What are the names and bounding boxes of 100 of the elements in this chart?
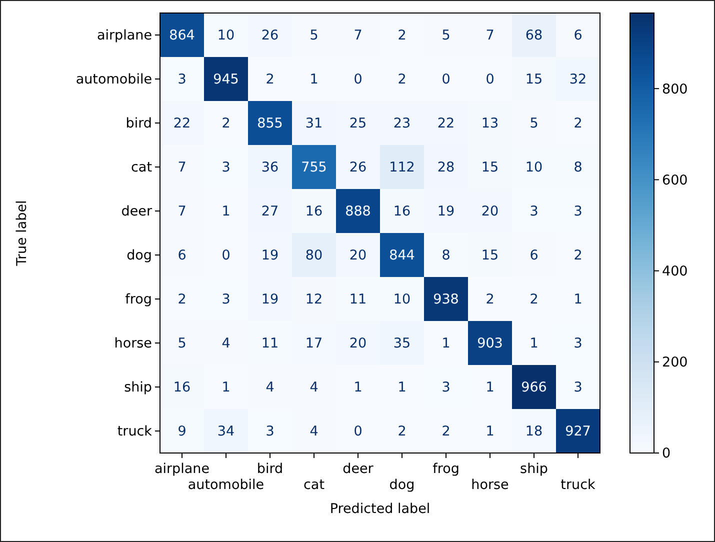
y-tick-label: horse	[114, 336, 152, 352]
data-label: 22	[437, 116, 455, 132]
data-label: 3	[222, 292, 230, 308]
data-label: 755	[301, 160, 327, 176]
data-label: 22	[173, 116, 191, 132]
y-tick-label: deer	[121, 204, 152, 220]
color-bar-label: 0	[662, 446, 671, 462]
data-label: 2	[574, 248, 582, 264]
data-label: 888	[345, 204, 371, 220]
data-label: 10	[525, 160, 543, 176]
x-tick-label: frog	[432, 461, 460, 477]
data-label: 0	[442, 72, 450, 88]
data-label: 32	[569, 72, 587, 88]
data-label: 2	[574, 116, 582, 132]
data-label: 15	[525, 72, 543, 88]
data-label: 5	[310, 28, 318, 44]
data-label: 3	[266, 424, 274, 440]
x-tick-label: airplane	[154, 461, 210, 477]
data-label: 80	[305, 248, 323, 264]
data-label: 4	[266, 380, 274, 396]
x-tick-label: automobile	[188, 477, 264, 493]
data-label: 11	[349, 292, 367, 308]
data-label: 16	[305, 204, 323, 220]
y-tick-label: ship	[124, 380, 152, 396]
color-bar-label: 200	[662, 354, 688, 371]
data-label: 7	[178, 160, 186, 176]
data-label: 1	[222, 204, 230, 220]
data-label: 19	[261, 248, 279, 264]
data-label: 0	[354, 424, 362, 440]
color-bar-label: 800	[662, 81, 688, 98]
data-label: 1	[530, 336, 538, 352]
data-label: 20	[481, 204, 499, 220]
y-tick-label: cat	[131, 160, 152, 176]
data-label: 1	[442, 336, 450, 352]
data-label: 26	[349, 160, 367, 176]
data-label: 6	[574, 28, 582, 44]
data-label: 938	[433, 292, 459, 308]
data-label: 19	[261, 292, 279, 308]
x-axis-title: Predicted label	[330, 501, 430, 517]
data-label: 26	[261, 28, 279, 44]
data-label: 31	[305, 116, 323, 132]
data-label: 2	[530, 292, 538, 308]
y-tick-label: truck	[117, 424, 152, 440]
data-label: 27	[261, 204, 279, 220]
data-label: 3	[442, 380, 450, 396]
data-label: 2	[442, 424, 450, 440]
x-tick-label: dog	[389, 477, 415, 493]
data-label: 4	[310, 380, 318, 396]
data-label: 13	[481, 116, 499, 132]
data-label: 10	[393, 292, 411, 308]
data-label: 945	[213, 72, 239, 88]
data-label: 903	[477, 336, 503, 352]
data-label: 3	[574, 380, 582, 396]
data-label: 0	[486, 72, 494, 88]
data-label: 1	[486, 380, 494, 396]
data-label: 2	[398, 72, 406, 88]
data-label: 1	[354, 380, 362, 396]
data-label: 3	[222, 160, 230, 176]
y-tick-label: automobile	[76, 72, 152, 88]
data-label: 2	[486, 292, 494, 308]
data-label: 7	[354, 28, 362, 44]
x-tick-label: cat	[304, 477, 324, 493]
data-label: 1	[486, 424, 494, 440]
x-tick-label: deer	[342, 461, 374, 477]
data-label: 15	[481, 160, 499, 176]
data-label: 16	[173, 380, 191, 396]
data-label: 966	[521, 380, 547, 396]
data-label: 11	[261, 336, 279, 352]
data-label: 927	[565, 424, 591, 440]
x-tick-label: truck	[560, 477, 596, 493]
data-label: 1	[222, 380, 230, 396]
data-label: 12	[305, 292, 323, 308]
data-label: 3	[178, 72, 186, 88]
data-label: 7	[486, 28, 494, 44]
data-label: 3	[574, 204, 582, 220]
data-label: 2	[266, 72, 274, 88]
data-label: 15	[481, 248, 499, 264]
data-label: 28	[437, 160, 455, 176]
data-label: 6	[530, 248, 538, 264]
data-label: 2	[398, 28, 406, 44]
data-label: 864	[169, 28, 195, 44]
y-tick-label: frog	[125, 292, 152, 308]
data-label: 3	[574, 336, 582, 352]
data-label: 7	[178, 204, 186, 220]
data-label: 35	[393, 336, 411, 352]
data-label: 23	[393, 116, 411, 132]
data-label: 68	[525, 28, 543, 44]
y-tick-label: dog	[126, 248, 152, 264]
color-bar-label: 400	[662, 264, 688, 280]
data-label: 25	[349, 116, 367, 132]
data-label: 112	[389, 160, 415, 176]
data-label: 2	[222, 116, 230, 132]
data-label: 34	[217, 424, 235, 440]
data-label: 5	[530, 116, 538, 132]
data-label: 9	[178, 424, 186, 440]
data-label: 19	[437, 204, 455, 220]
data-label: 10	[217, 28, 235, 44]
data-label: 4	[310, 424, 318, 440]
x-tick-label: ship	[520, 461, 548, 477]
data-label: 8	[442, 248, 450, 264]
